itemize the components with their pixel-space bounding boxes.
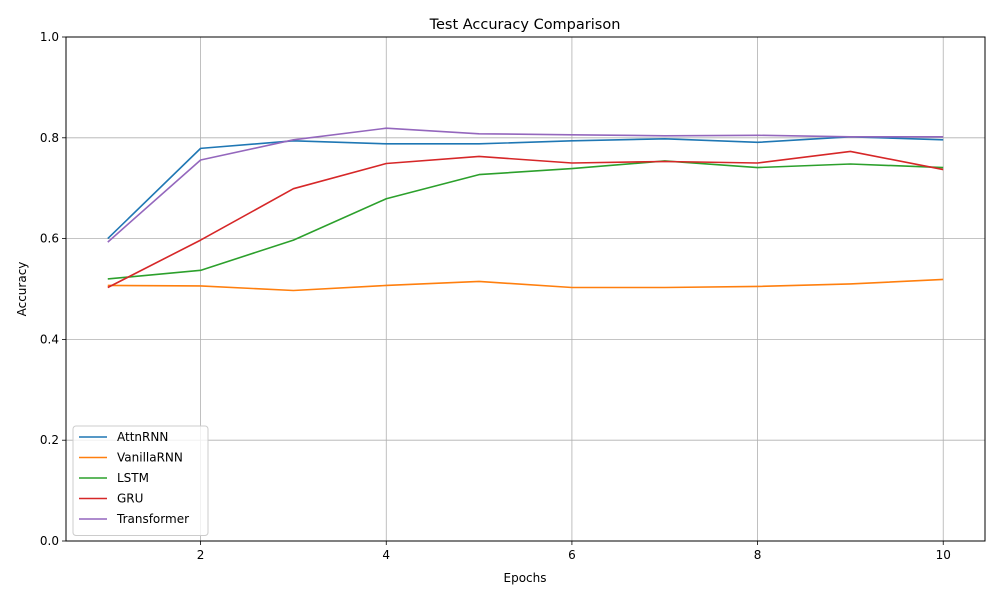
legend-label: VanillaRNN — [117, 451, 183, 465]
legend-label: LSTM — [117, 471, 149, 485]
y-tick-label: 0.0 — [40, 534, 59, 548]
series-line-gru — [107, 150, 944, 289]
y-tick-label: 1.0 — [40, 30, 59, 44]
legend-label: AttnRNN — [117, 430, 168, 444]
x-tick-label: 4 — [382, 548, 390, 562]
plot-frame — [65, 36, 986, 542]
series-lines — [107, 127, 944, 292]
legend: AttnRNN VanillaRNN LSTM GRU Transformer — [72, 425, 209, 536]
x-tick-label: 2 — [197, 548, 205, 562]
series-line-attnrnn — [107, 135, 944, 240]
y-axis-label: Accuracy — [15, 262, 29, 317]
x-axis-label: Epochs — [504, 571, 547, 585]
chart-title: Test Accuracy Comparison — [429, 17, 621, 33]
x-tick-label: 8 — [754, 548, 762, 562]
series-line-transformer — [107, 127, 944, 243]
y-tick-label: 0.8 — [40, 131, 59, 145]
legend-label: Transformer — [116, 512, 189, 526]
series-line-lstm — [107, 160, 944, 280]
y-tick-label: 0.2 — [40, 433, 59, 447]
series-line-vanillarnn — [107, 278, 944, 292]
x-axis-ticks: 2 4 6 8 10 — [197, 541, 951, 562]
x-tick-label: 10 — [936, 548, 951, 562]
y-tick-label: 0.4 — [40, 332, 59, 346]
y-tick-label: 0.6 — [40, 232, 59, 246]
legend-label: GRU — [117, 492, 143, 506]
legend-box — [72, 425, 209, 536]
x-tick-label: 6 — [568, 548, 576, 562]
y-axis-ticks: 0.0 0.2 0.4 0.6 0.8 1.0 — [40, 30, 66, 548]
